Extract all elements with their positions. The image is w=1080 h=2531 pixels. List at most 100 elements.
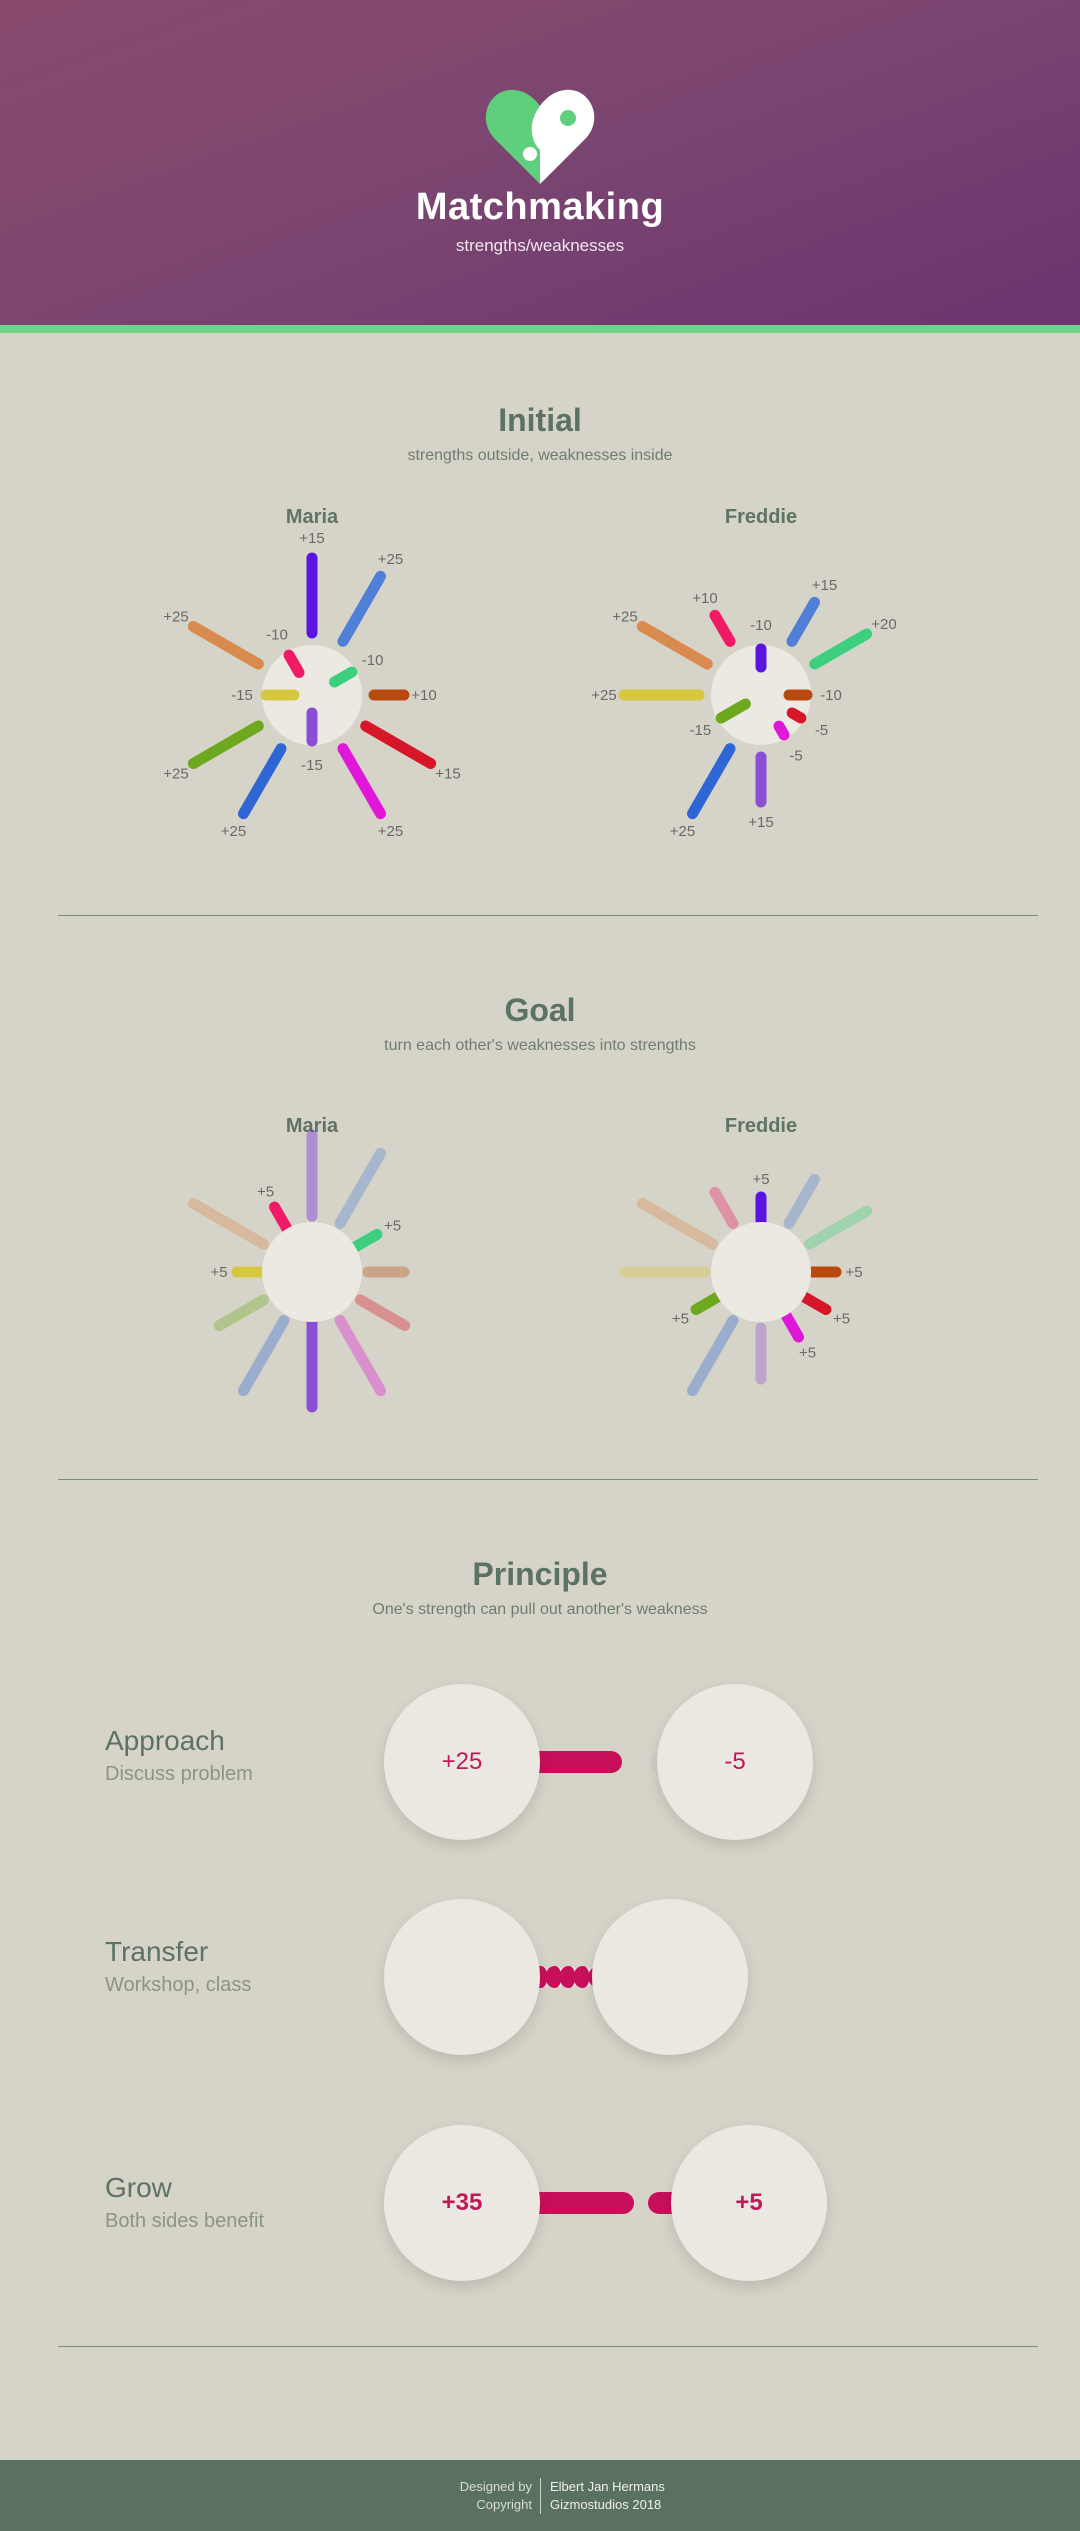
faded-strength-ray — [187, 1198, 270, 1250]
strength-ray — [636, 621, 713, 670]
strength-label: +25 — [591, 687, 616, 704]
faded-strength-ray — [783, 1173, 820, 1230]
weakness-ray — [283, 649, 305, 678]
section-title-goal: Goal — [504, 992, 576, 1028]
strength-label: +25 — [163, 766, 188, 783]
wheel-hub — [711, 1222, 811, 1322]
strength-label: +10 — [411, 687, 436, 704]
person-name-maria: Maria — [285, 506, 339, 528]
strength-wheel-maria-goal: +5 +5 +5 — [187, 1129, 411, 1413]
weakness-label: -15 — [231, 687, 253, 704]
strength-ray — [687, 743, 736, 820]
person-name-freddie: Freddie — [724, 1115, 798, 1137]
strength-label: +15 — [748, 814, 773, 831]
gained-strength-ray — [798, 1291, 832, 1315]
footer-copyright: Gizmostudios 2018 — [550, 2497, 662, 2512]
weakness-circle: -5 — [657, 1684, 813, 1840]
weakness-label: -10 — [362, 652, 384, 669]
divider — [58, 1479, 1038, 1480]
strength-label: +25 — [221, 823, 246, 840]
faded-strength-ray — [709, 1186, 739, 1230]
gain-label: +5 — [845, 1264, 862, 1281]
strength-label: +25 — [378, 551, 403, 568]
wheel-hub — [262, 645, 362, 745]
weakness-ray — [773, 720, 790, 741]
grown-circle: +5 — [671, 2125, 827, 2281]
strength-ray — [809, 628, 873, 670]
strength-bar — [520, 2192, 634, 2214]
weakness-ray — [786, 707, 807, 724]
strength-label: +10 — [692, 590, 717, 607]
weakness-label: -5 — [789, 748, 802, 765]
gained-strength-ray — [269, 1201, 293, 1235]
principle-row-title: Transfer — [105, 1936, 209, 1967]
gain-label: +5 — [384, 1218, 401, 1235]
principle-row-title: Grow — [105, 2172, 172, 2203]
person-name-maria: Maria — [285, 1115, 339, 1137]
faded-strength-ray — [354, 1294, 411, 1331]
strength-label: +15 — [435, 766, 460, 783]
principle-row-subtitle: Both sides benefit — [105, 2210, 264, 2232]
section-subtitle-initial: strengths outside, weaknesses inside — [407, 447, 673, 464]
faded-strength-ray — [636, 1198, 719, 1250]
weakness-ray — [715, 698, 751, 724]
footer-designer: Elbert Jan Hermans — [550, 2479, 665, 2494]
weakness-label: -10 — [750, 617, 772, 634]
weakness-ray — [329, 666, 358, 688]
footer-designed-label: Designed by — [459, 2479, 532, 2494]
yin-yang-heart-icon — [485, 89, 595, 184]
divider — [58, 915, 1038, 916]
gained-strength-ray — [780, 1309, 804, 1343]
section-subtitle-principle: One's strength can pull out another's we… — [372, 1601, 708, 1618]
strength-label: +15 — [299, 530, 324, 547]
principle-row-title: Approach — [105, 1725, 225, 1756]
wheel-hub — [711, 645, 811, 745]
strength-label: +20 — [871, 616, 896, 633]
strength-ray — [238, 743, 287, 820]
app-title: Matchmaking — [415, 186, 665, 228]
section-subtitle-goal: turn each other's weaknesses into streng… — [384, 1037, 696, 1054]
strength-circle: +35 — [384, 2125, 540, 2281]
gain-label: +5 — [799, 1345, 816, 1362]
person-name-freddie: Freddie — [724, 506, 798, 528]
strength-ray — [709, 609, 736, 647]
faded-strength-ray — [213, 1294, 270, 1331]
strength-ray — [187, 621, 264, 670]
gained-strength-ray — [349, 1229, 383, 1253]
faded-strength-ray — [687, 1314, 739, 1397]
gain-label: +5 — [752, 1171, 769, 1188]
strength-ray — [360, 720, 437, 769]
faded-strength-ray — [334, 1147, 386, 1230]
weakness-label: -5 — [815, 722, 828, 739]
weakness-label: -15 — [301, 757, 323, 774]
strength-ray — [337, 570, 386, 647]
section-title-principle: Principle — [472, 1556, 608, 1592]
principle-row-subtitle: Workshop, class — [105, 1974, 252, 1996]
gain-label: +5 — [833, 1311, 850, 1328]
strength-bar — [520, 1751, 622, 1773]
header-stripe — [0, 325, 1080, 333]
faded-strength-ray — [334, 1314, 386, 1397]
section-title-initial: Initial — [498, 402, 582, 438]
strength-label: +25 — [670, 823, 695, 840]
strength-ray — [786, 596, 820, 647]
gained-strength-ray — [690, 1291, 724, 1315]
divider — [58, 2346, 1038, 2347]
gain-label: +5 — [672, 1311, 689, 1328]
weakness-label: -15 — [690, 722, 712, 739]
strength-ray — [337, 743, 386, 820]
strength-wheel-freddie-goal: +5 +5 +5 +5 +5 — [618, 1171, 873, 1397]
strength-label: +25 — [612, 609, 637, 626]
strength-circle — [384, 1899, 540, 2055]
footer-divider — [540, 2478, 541, 2514]
app-subtitle: strengths/weaknesses — [455, 236, 625, 255]
strength-ray — [187, 720, 264, 769]
wheel-hub — [262, 1222, 362, 1322]
weakness-label: -10 — [820, 687, 842, 704]
strength-circle: +25 — [384, 1684, 540, 1840]
faded-strength-ray — [238, 1314, 290, 1397]
weakness-label: -10 — [266, 626, 288, 643]
strength-label: +25 — [163, 609, 188, 626]
gain-label: +5 — [257, 1183, 274, 1200]
faded-strength-ray — [803, 1205, 873, 1250]
